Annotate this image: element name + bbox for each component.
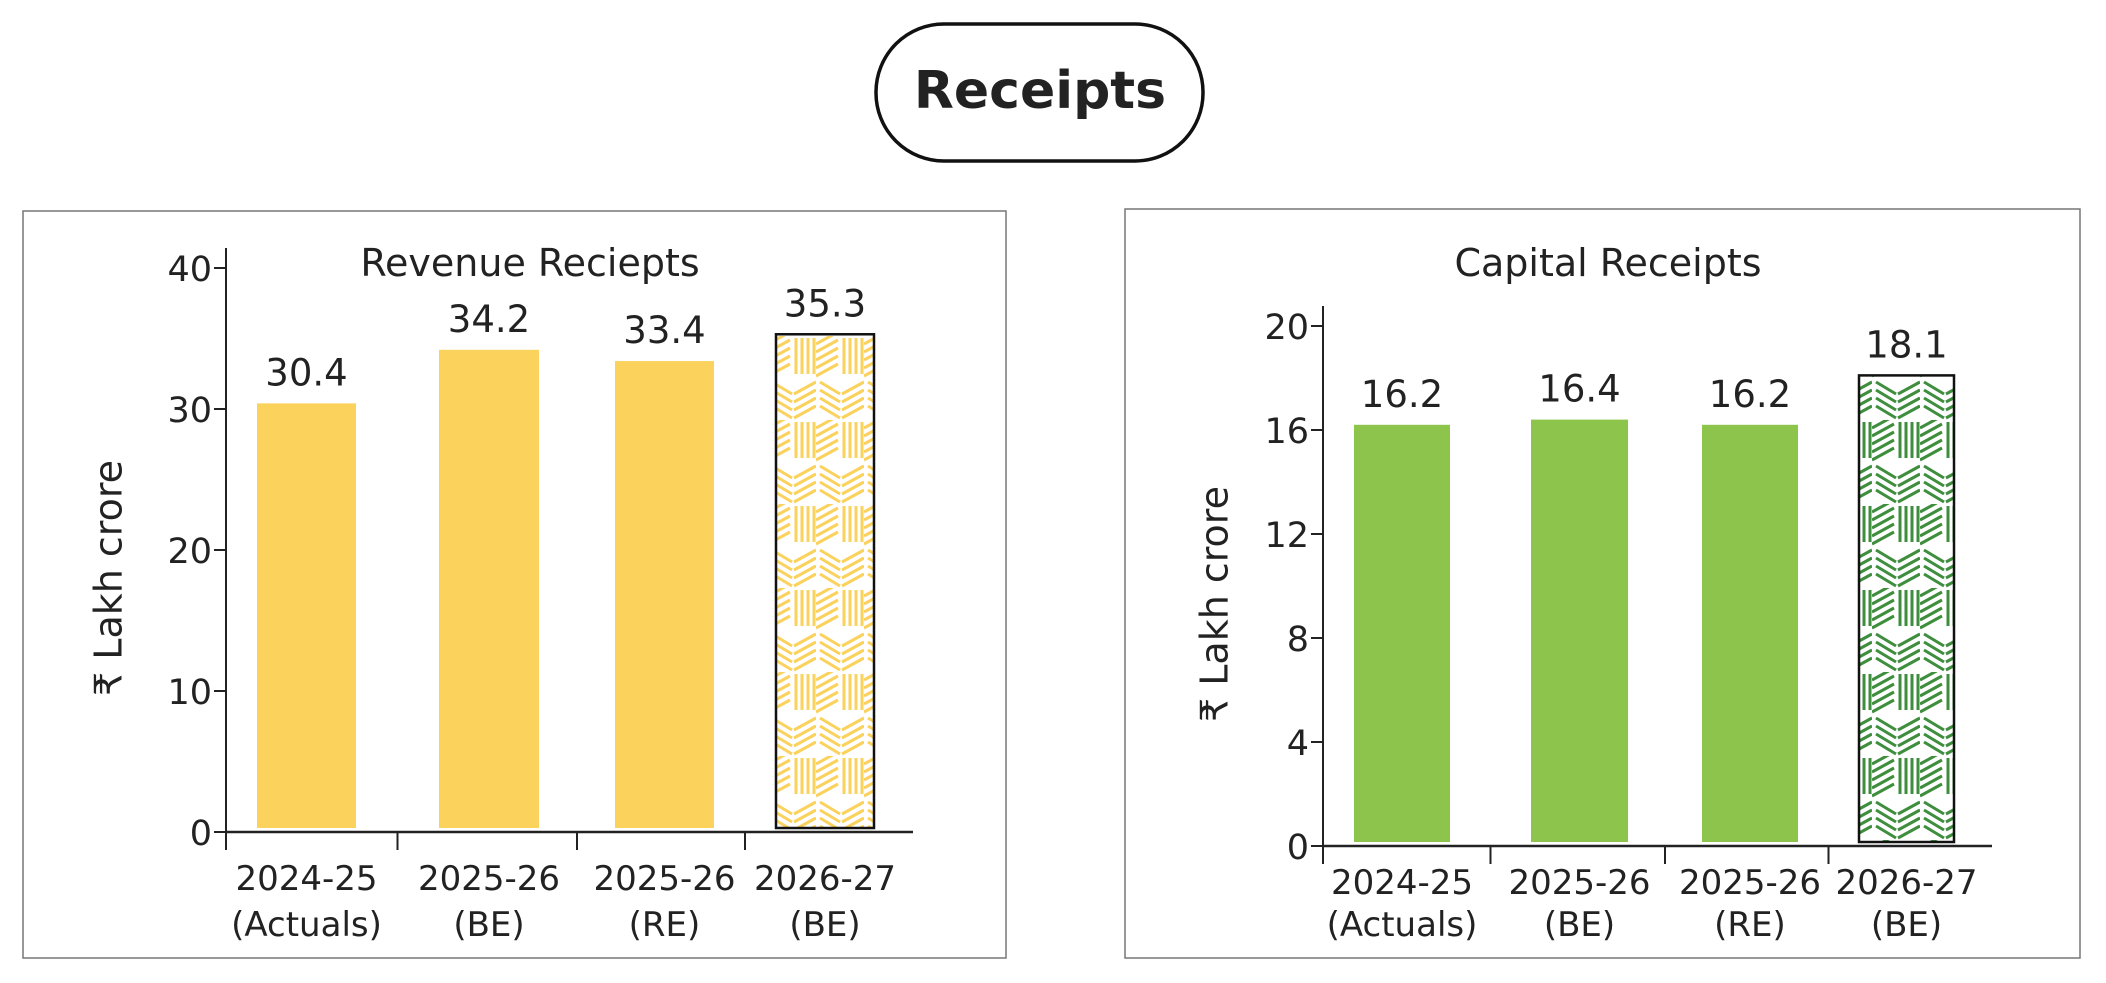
y-tick-label: 8 xyxy=(1287,620,1309,660)
capital-bar xyxy=(1702,424,1798,842)
x-tick-label-year: 2025-26 xyxy=(1508,863,1650,903)
data-label: 16.4 xyxy=(1538,368,1620,411)
x-tick-label-type: (BE) xyxy=(1871,905,1942,945)
y-axis-label: ₹ Lakh crore xyxy=(86,460,130,696)
x-tick-label-type: (RE) xyxy=(629,905,701,945)
y-tick-label: 0 xyxy=(190,814,212,854)
capital-bar xyxy=(1354,424,1450,842)
x-tick-label-type: (RE) xyxy=(1714,905,1786,945)
y-tick-label: 20 xyxy=(167,532,212,572)
x-tick-label-type: (Actuals) xyxy=(231,905,382,945)
chart-title: Capital Receipts xyxy=(1454,241,1761,285)
x-tick-label-year: 2026-27 xyxy=(754,859,896,899)
capital-bar xyxy=(1857,374,1956,844)
y-tick-label: 16 xyxy=(1264,412,1309,452)
revenue-bar xyxy=(439,349,539,828)
revenue-bar xyxy=(615,361,714,828)
y-tick-label: 40 xyxy=(167,250,212,290)
revenue-bar xyxy=(257,403,356,828)
title-pill xyxy=(874,22,1205,163)
data-label: 18.1 xyxy=(1865,323,1947,366)
y-axis-label: ₹ Lakh crore xyxy=(1192,486,1236,722)
y-tick-label: 30 xyxy=(167,391,212,431)
y-tick-label: 0 xyxy=(1287,828,1309,868)
data-label: 16.2 xyxy=(1709,373,1791,416)
x-tick-label-year: 2026-27 xyxy=(1835,863,1977,903)
data-label: 35.3 xyxy=(784,282,866,325)
x-tick-label-year: 2024-25 xyxy=(1331,863,1473,903)
data-label: 33.4 xyxy=(623,309,705,352)
x-tick-label-year: 2025-26 xyxy=(1679,863,1821,903)
x-tick-label-year: 2025-26 xyxy=(593,859,735,899)
revenue-receipts-chart: Revenue Reciepts ₹ Lakh crore 0 10 20 30 40 30.… xyxy=(86,241,913,945)
capital-bar xyxy=(1531,419,1628,842)
x-tick-label-type: (BE) xyxy=(1544,905,1615,945)
capital-receipts-chart: Capital Receipts ₹ Lakh crore 0 4 8 12 16 20 16.… xyxy=(1192,241,1992,945)
x-tick-label-type: (BE) xyxy=(453,905,524,945)
y-tick-label: 4 xyxy=(1287,724,1309,764)
x-tick-label-type: (BE) xyxy=(789,905,860,945)
y-tick-label: 10 xyxy=(167,673,212,713)
chart-title: Revenue Reciepts xyxy=(360,241,699,285)
page-title: Receipts xyxy=(914,61,1166,121)
y-tick-label: 20 xyxy=(1264,308,1309,348)
x-tick-label-year: 2024-25 xyxy=(235,859,377,899)
x-tick-label-type: (Actuals) xyxy=(1327,905,1478,945)
data-label: 30.4 xyxy=(265,351,347,394)
x-tick-label-year: 2025-26 xyxy=(418,859,560,899)
data-label: 34.2 xyxy=(448,298,530,341)
revenue-bar xyxy=(774,333,876,830)
data-label: 16.2 xyxy=(1361,373,1443,416)
y-tick-label: 12 xyxy=(1264,516,1309,556)
